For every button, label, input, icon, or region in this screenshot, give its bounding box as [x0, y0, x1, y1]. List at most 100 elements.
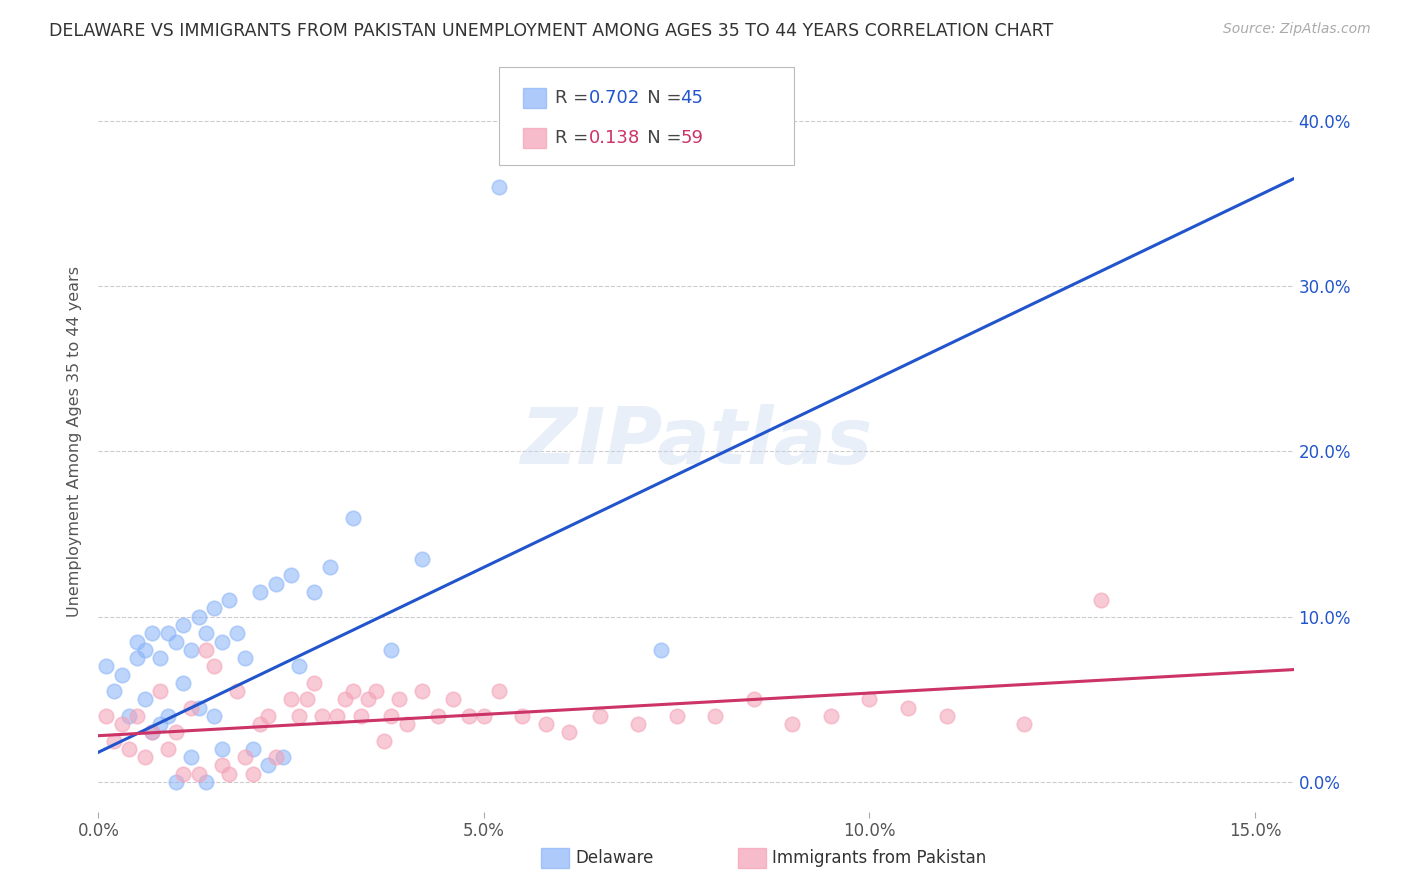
Text: 45: 45: [681, 89, 703, 107]
Point: [257, 758, 280, 772]
Point: [264, 576, 287, 591]
Point: [380, 709, 402, 723]
Point: [180, 750, 202, 764]
Point: [441, 692, 464, 706]
Point: [233, 750, 256, 764]
Point: [342, 510, 364, 524]
Point: [141, 725, 163, 739]
Point: [782, 717, 804, 731]
Point: [304, 585, 326, 599]
Point: [242, 766, 264, 780]
Point: [304, 675, 326, 690]
Text: 59: 59: [681, 129, 703, 147]
Text: Immigrants from Pakistan: Immigrants from Pakistan: [772, 849, 986, 867]
Point: [149, 684, 172, 698]
Point: [342, 684, 364, 698]
Point: [488, 180, 510, 194]
Point: [858, 692, 880, 706]
Point: [103, 733, 125, 747]
Text: ZIPatlas: ZIPatlas: [520, 403, 872, 480]
Point: [349, 709, 371, 723]
Point: [218, 766, 240, 780]
Point: [558, 725, 581, 739]
Point: [195, 775, 218, 789]
Point: [333, 692, 356, 706]
Point: [187, 700, 209, 714]
Point: [512, 709, 534, 723]
Point: [311, 709, 333, 723]
Point: [249, 717, 271, 731]
Text: N =: N =: [630, 89, 688, 107]
Text: 0.138: 0.138: [589, 129, 640, 147]
Point: [820, 709, 842, 723]
Point: [149, 651, 172, 665]
Point: [180, 700, 202, 714]
Point: [1090, 593, 1112, 607]
Text: Source: ZipAtlas.com: Source: ZipAtlas.com: [1223, 22, 1371, 37]
Point: [233, 651, 256, 665]
Text: Delaware: Delaware: [575, 849, 654, 867]
Point: [110, 667, 132, 681]
Point: [156, 709, 179, 723]
Point: [273, 750, 295, 764]
Point: [141, 626, 163, 640]
Point: [357, 692, 380, 706]
Point: [103, 684, 125, 698]
Point: [187, 609, 209, 624]
Point: [704, 709, 727, 723]
Point: [627, 717, 650, 731]
Point: [395, 717, 418, 731]
Point: [134, 692, 156, 706]
Point: [242, 742, 264, 756]
Point: [226, 684, 249, 698]
Point: [172, 766, 194, 780]
Point: [280, 692, 302, 706]
Point: [156, 626, 179, 640]
Point: [125, 709, 148, 723]
Point: [156, 742, 179, 756]
Point: [172, 675, 194, 690]
Point: [295, 692, 318, 706]
Point: [665, 709, 688, 723]
Point: [211, 634, 233, 648]
Point: [426, 709, 449, 723]
Point: [742, 692, 765, 706]
Point: [187, 766, 209, 780]
Point: [165, 725, 187, 739]
Point: [288, 709, 311, 723]
Point: [218, 593, 240, 607]
Point: [488, 684, 510, 698]
Point: [195, 642, 218, 657]
Point: [195, 626, 218, 640]
Point: [897, 700, 920, 714]
Point: [280, 568, 302, 582]
Point: [226, 626, 249, 640]
Point: [534, 717, 557, 731]
Point: [202, 659, 225, 673]
Point: [110, 717, 132, 731]
Point: [1012, 717, 1035, 731]
Point: [935, 709, 957, 723]
Point: [180, 642, 202, 657]
Point: [165, 775, 187, 789]
Text: N =: N =: [630, 129, 688, 147]
Point: [588, 709, 610, 723]
Point: [211, 758, 233, 772]
Point: [202, 709, 225, 723]
Point: [94, 709, 117, 723]
Point: [650, 642, 672, 657]
Point: [125, 651, 148, 665]
Point: [257, 709, 280, 723]
Point: [202, 601, 225, 615]
Point: [118, 742, 141, 756]
Text: R =: R =: [555, 89, 595, 107]
Point: [364, 684, 387, 698]
Point: [141, 725, 163, 739]
Point: [249, 585, 271, 599]
Point: [118, 709, 141, 723]
Point: [149, 717, 172, 731]
Point: [211, 742, 233, 756]
Point: [326, 709, 349, 723]
Point: [134, 750, 156, 764]
Text: R =: R =: [555, 129, 595, 147]
